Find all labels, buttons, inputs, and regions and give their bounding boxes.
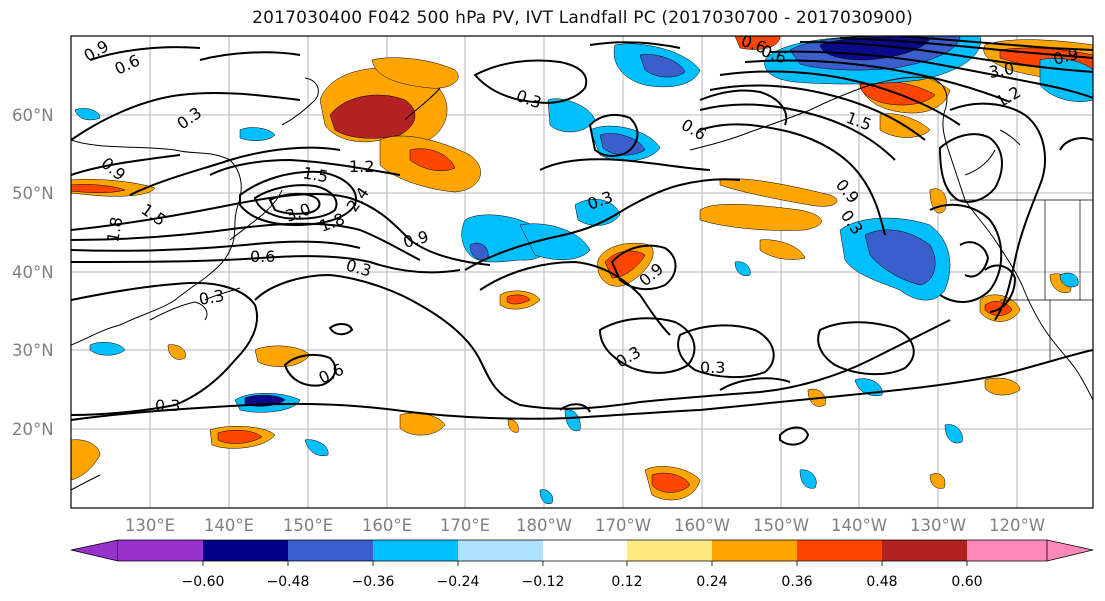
colorbar-tick-label: 0.24 [696, 574, 727, 590]
contour-label: 0.3 [197, 286, 225, 309]
contour-label: 1.8 [103, 215, 126, 243]
colorbar-segment [373, 540, 458, 561]
colorbar-segment [203, 540, 288, 561]
map-frame [70, 35, 1094, 509]
colorbar-tick-label: −0.24 [437, 574, 480, 590]
lon-label-180w: 180°W [516, 516, 572, 535]
negative-anomaly-shading [74, 36, 1093, 504]
contour-label: 0.6 [250, 247, 275, 266]
lon-label-140w: 140°W [831, 516, 887, 535]
lat-label-30n: 30°N [12, 341, 54, 360]
lat-label-50n: 50°N [12, 184, 54, 203]
coastlines [71, 76, 1093, 491]
colorbar-segment [288, 540, 373, 561]
longitude-labels: 130°E 140°E 150°E 160°E 170°E 180°W 170°… [125, 516, 1045, 535]
colorbar-tick-label: 0.60 [951, 574, 982, 590]
borders [950, 199, 1093, 360]
contour-label: 0.3 [155, 396, 180, 415]
figure-title: 2017030400 F042 500 hPa PV, IVT Landfall… [252, 8, 913, 28]
lon-label-150e: 150°E [283, 516, 333, 535]
contour-label: 1.2 [349, 157, 374, 176]
colorbar-segment [118, 540, 203, 561]
lat-label-20n: 20°N [12, 420, 54, 439]
contour-label: 3.0 [987, 59, 1015, 82]
colorbar-tick-label: 0.36 [781, 574, 812, 590]
pv-contours [71, 36, 1093, 446]
lon-label-150w: 150°W [753, 516, 809, 535]
colorbar-extend-low [70, 539, 119, 562]
colorbar-tick-label: −0.12 [522, 574, 565, 590]
lon-label-130w: 130°W [910, 516, 966, 535]
colorbar-segment [627, 540, 712, 561]
lon-label-160w: 160°W [674, 516, 730, 535]
colorbar-tick-label: −0.60 [182, 574, 225, 590]
contour-label: 1.5 [301, 163, 329, 186]
colorbar-segment [712, 540, 797, 561]
colorbar-segment [543, 540, 627, 561]
colorbar-segment [458, 540, 543, 561]
lat-label-60n: 60°N [12, 106, 54, 125]
contour-label: 0.3 [700, 358, 725, 377]
lon-label-170w: 170°W [595, 516, 651, 535]
colorbar-extend-high [1046, 539, 1094, 562]
colorbar-segment [797, 540, 882, 561]
colorbar-segment [882, 540, 967, 561]
latitude-labels: 60°N 50°N 40°N 30°N 20°N [12, 106, 54, 439]
colorbar-segment [967, 540, 1047, 561]
lon-label-130e: 130°E [125, 516, 175, 535]
colorbar-tick-label: −0.48 [267, 574, 310, 590]
colorbar-tick-label: 0.12 [611, 574, 642, 590]
colorbar-tick-label: 0.48 [866, 574, 897, 590]
lon-label-120w: 120°W [989, 516, 1045, 535]
colorbar: −0.60 −0.48 −0.36 −0.24 −0.12 0.12 0.24 … [70, 539, 1094, 590]
lon-label-160e: 160°E [362, 516, 412, 535]
lon-label-140e: 140°E [204, 516, 254, 535]
lat-label-40n: 40°N [12, 263, 54, 282]
lon-label-170e: 170°E [440, 516, 490, 535]
colorbar-tick-label: −0.36 [352, 574, 395, 590]
